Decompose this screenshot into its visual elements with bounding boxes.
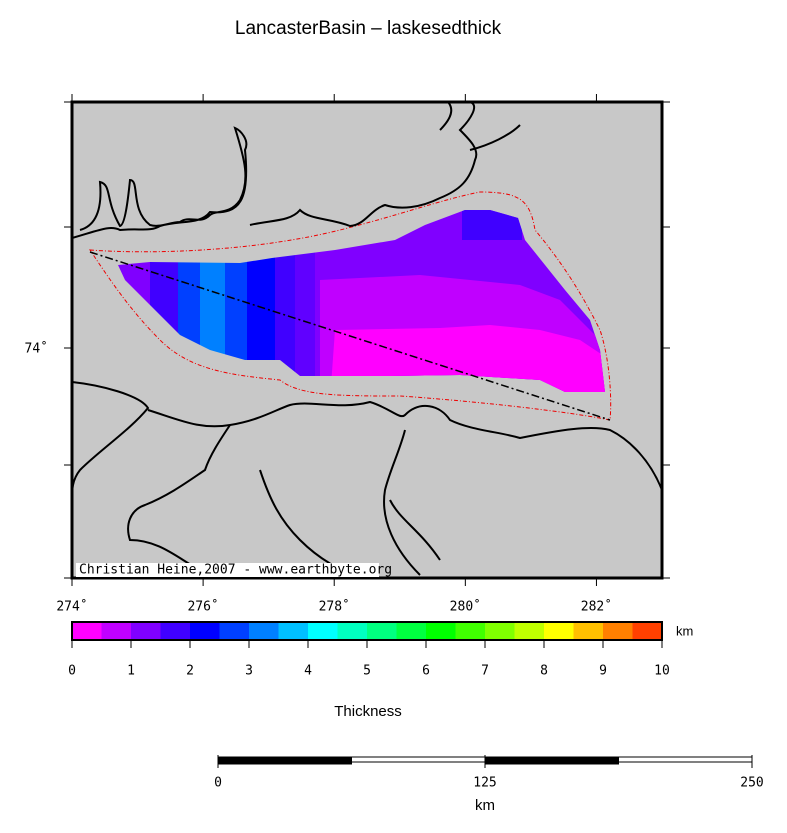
colorbar-swatch [485,622,515,640]
colorbar-tick-label: 4 [304,664,312,679]
scalebar-segment [351,756,486,763]
colorbar-swatch [249,622,279,640]
colorbar-tick-label: 2 [186,664,194,679]
colorbar-swatch [632,622,662,640]
scalebar-tick-label: 250 [740,776,763,791]
colorbar-swatch [131,622,161,640]
scalebar-unit: km [475,797,495,814]
colorbar-tick-label: 1 [127,664,135,679]
colorbar-swatch [219,622,249,640]
x-tick-label: 276˚ [187,599,218,615]
colorbar-tick-label: 9 [599,664,607,679]
y-tick-label: 74˚ [25,341,48,357]
colorbar-swatch [455,622,485,640]
colorbar-tick-label: 5 [363,664,371,679]
colorbar-swatch [514,622,544,640]
colorbar-swatch [278,622,308,640]
colorbar-swatch [603,622,633,640]
scalebar-segment [484,756,619,765]
colorbar-tick-label: 7 [481,664,489,679]
frame-ticks [64,101,670,579]
colorbar-tick-label: 10 [654,664,670,679]
colorbar-tick-label: 0 [68,664,76,679]
colorbar-label: Thickness [334,703,402,720]
colorbar-swatch [101,622,131,640]
map-frame [70,100,664,580]
scalebar-segment [618,756,753,763]
colorbar-tick-label: 8 [540,664,548,679]
colorbar-swatch [573,622,603,640]
colorbar-tick-label: 6 [422,664,430,679]
colorbar-swatch [337,622,367,640]
credit: Christian Heine,2007 - www.earthbyte.org [79,563,392,578]
colorbar-swatch [367,622,397,640]
x-tick-label: 282˚ [581,599,612,615]
scalebar-tick-label: 125 [473,776,496,791]
x-tick-label: 274˚ [56,599,87,615]
colorbar-swatch [160,622,190,640]
credit-box [76,563,379,577]
colorbar-swatch [426,622,456,640]
title: LancasterBasin – laskesedthick [235,18,502,39]
x-tick-label: 278˚ [319,599,350,615]
colorbar-swatch [72,622,102,640]
colorbar-swatch [308,622,338,640]
colorbar-tick-label: 3 [245,664,253,679]
x-tick-label: 280˚ [450,599,481,615]
colorbar-swatch [544,622,574,640]
scalebar-tick-label: 0 [214,776,222,791]
scalebar-segment [217,756,352,765]
colorbar-unit: km [676,623,693,638]
colorbar-swatch [190,622,220,640]
colorbar-swatch [396,622,426,640]
